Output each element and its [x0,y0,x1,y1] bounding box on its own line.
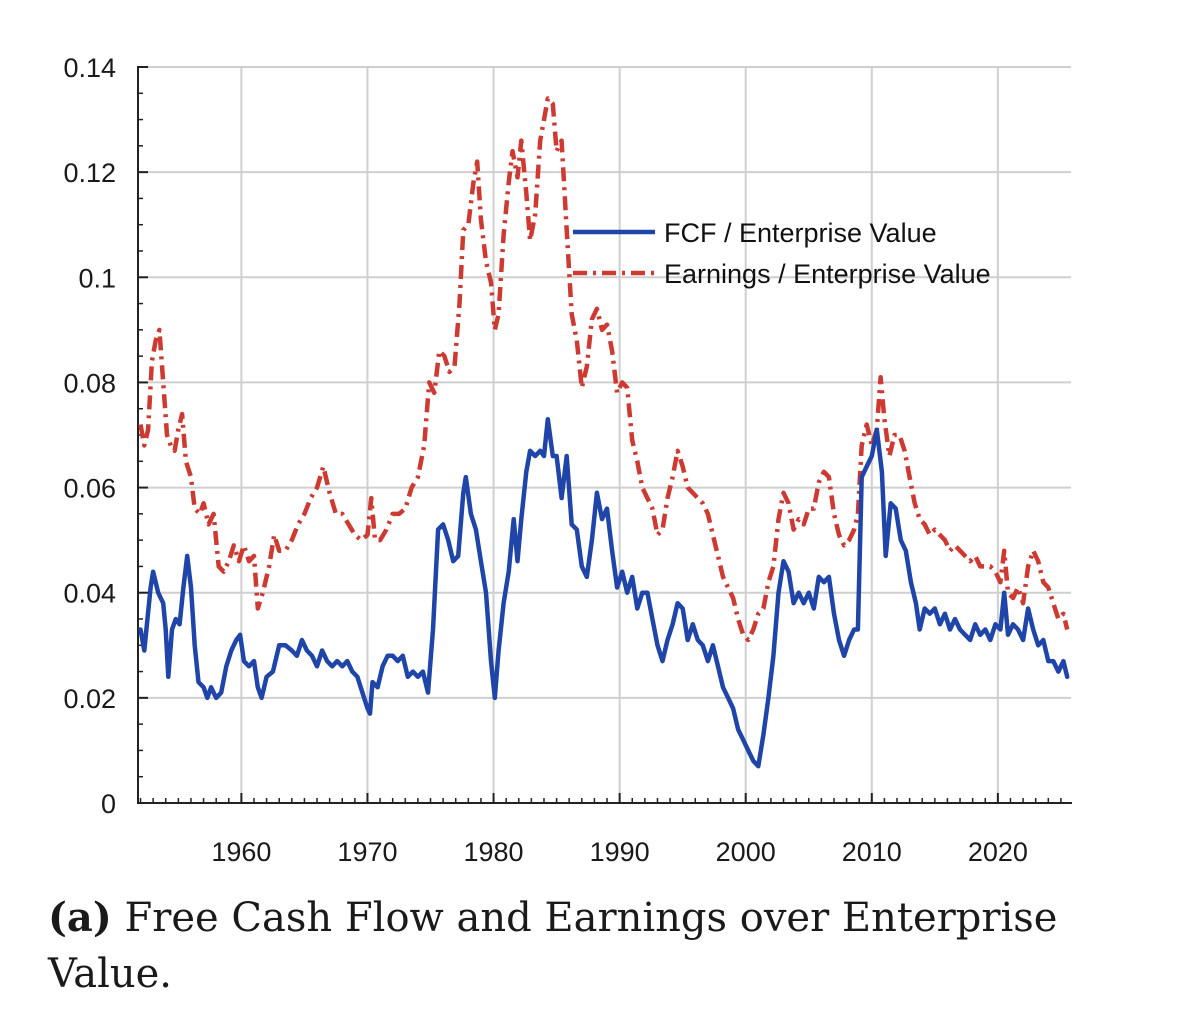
x-tick-label: 1960 [211,837,271,867]
legend: FCF / Enterprise Value Earnings / Enterpr… [573,218,991,289]
caption-text: Free Cash Flow and Earnings over Enterpr… [48,895,1058,997]
legend-label-fcf: FCF / Enterprise Value [664,218,937,248]
y-tick-label: 0.08 [63,368,116,398]
x-tick-label: 2000 [716,837,776,867]
y-tick-label: 0 [101,789,116,819]
gridlines [138,66,1071,803]
x-tick-label: 1980 [464,837,524,867]
y-tick-label: 0.14 [63,53,116,83]
legend-label-earnings: Earnings / Enterprise Value [664,259,991,289]
caption-label: (a) [48,894,112,941]
series-layer [138,96,1070,769]
x-tick-label: 2020 [968,837,1028,867]
y-tick-label: 0.04 [63,579,116,609]
figure-caption: (a) Free Cash Flow and Earnings over Ent… [48,890,1158,1002]
fcf-ev-series-line [138,416,1070,769]
x-tick-label: 2010 [842,837,902,867]
y-tick-label: 0.06 [63,474,116,504]
y-tick-label: 0.1 [78,263,116,293]
earnings-ev-series-line [138,96,1070,643]
line-chart: 0 0.02 0.04 0.06 0.08 0.1 0.12 0.14 1960 1970 1980… [63,53,1072,867]
axes: 0 0.02 0.04 0.06 0.08 0.1 0.12 0.14 1960 1970 1980… [63,53,1072,867]
y-tick-label: 0.12 [63,158,116,188]
x-tick-label: 1970 [337,837,397,867]
x-tick-label: 1990 [590,837,650,867]
y-tick-label: 0.02 [63,684,116,714]
